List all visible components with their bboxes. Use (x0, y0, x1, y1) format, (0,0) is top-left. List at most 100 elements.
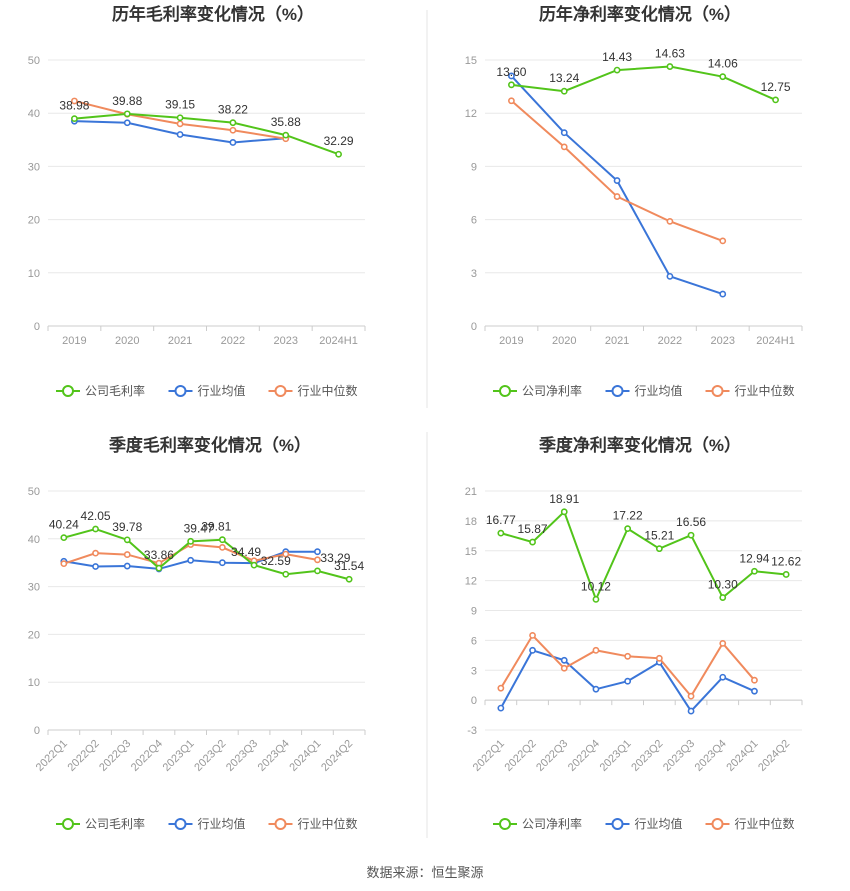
data-point (560, 143, 568, 151)
x-tick-label: 2022Q2 (502, 738, 538, 774)
data-point (613, 66, 621, 74)
x-tick-label: 2023Q4 (693, 738, 729, 774)
legend-label: 公司毛利率 (85, 816, 145, 831)
chart-title: 历年净利率变化情况（%） (539, 4, 741, 24)
y-tick-label: 9 (471, 161, 477, 173)
data-point (560, 656, 568, 664)
data-point (560, 129, 568, 137)
data-point (60, 560, 68, 568)
data-point (155, 564, 163, 572)
data-point (782, 571, 790, 578)
data-label: 13.24 (549, 71, 579, 85)
data-label: 10.30 (708, 578, 738, 592)
y-tick-label: 9 (471, 606, 477, 618)
data-point (719, 73, 727, 81)
x-tick-label: 2023Q1 (161, 738, 197, 774)
x-tick-label: 2020 (115, 335, 139, 347)
legend-item-company: 公司毛利率 (56, 383, 145, 398)
y-tick-label: 21 (465, 486, 477, 498)
data-point (123, 562, 131, 570)
data-label: 12.62 (771, 554, 801, 568)
data-point (719, 290, 727, 298)
data-label: 35.88 (271, 115, 301, 129)
legend-swatch-marker (611, 818, 624, 830)
data-label: 12.94 (739, 551, 769, 565)
y-tick-label: -3 (467, 725, 477, 737)
series-industry_avg (508, 72, 727, 298)
data-label: 38.22 (218, 103, 248, 117)
legend: 公司净利率 行业均值 行业中位数 (493, 816, 795, 831)
chart-4: 季度净利率变化情况（%）-30369121518212022Q12022Q220… (465, 435, 803, 831)
data-label: 12.75 (761, 80, 791, 94)
chart-2: 历年净利率变化情况（%） 0 3 6 9 12 15 2019 2020 2021 2022 2023… (465, 4, 803, 398)
y-tick-label: 10 (28, 268, 40, 280)
legend-label: 公司净利率 (522, 383, 582, 398)
data-label: 39.15 (165, 98, 195, 112)
x-tick-label: 2021 (605, 335, 629, 347)
series-industry_avg (497, 646, 758, 715)
data-point (71, 115, 78, 123)
y-tick-label: 3 (471, 268, 477, 280)
data-point (624, 677, 632, 685)
data-point (666, 272, 674, 280)
y-tick-label: 12 (465, 576, 477, 588)
y-tick-label: 6 (471, 215, 477, 227)
y-tick-label: 50 (28, 486, 40, 498)
series-line (500, 510, 787, 603)
data-point (123, 536, 131, 544)
x-tick-label: 2023 (274, 335, 298, 347)
data-point (218, 559, 226, 567)
legend-label: 行业中位数 (735, 816, 795, 831)
data-point (71, 97, 78, 105)
x-tick-label: 2019 (499, 335, 523, 347)
data-point (60, 534, 68, 542)
data-point (92, 525, 99, 533)
data-point (497, 529, 505, 537)
data-point (508, 72, 515, 80)
data-label: 39.78 (112, 520, 142, 534)
legend-label: 行业均值 (198, 816, 246, 831)
data-point (123, 119, 131, 127)
y-tick-label: 50 (28, 55, 40, 67)
x-tick-label: 2023Q1 (598, 738, 634, 774)
data-point (229, 126, 237, 134)
legend-label: 行业中位数 (298, 816, 358, 831)
data-label: 34.49 (231, 545, 261, 559)
legend: 公司净利率 行业均值 行业中位数 (493, 383, 795, 398)
x-tick-label: 2023 (711, 335, 735, 347)
data-point (687, 531, 695, 539)
data-label: 16.77 (486, 513, 516, 527)
x-tick-label: 2024Q2 (319, 738, 355, 774)
data-point (123, 551, 131, 558)
legend-swatch-marker (711, 818, 724, 830)
data-label: 32.29 (324, 134, 354, 148)
legend-label: 公司毛利率 (85, 383, 145, 398)
data-point (229, 119, 237, 127)
legend-swatch-marker (274, 818, 287, 830)
series-line (63, 527, 350, 581)
chart-title: 季度净利率变化情况（%） (539, 435, 741, 455)
legend-item-industry_avg: 行业均值 (168, 383, 246, 398)
data-point (666, 217, 674, 225)
series-company: 13.60 13.24 14.43 14.63 14.06 12.75 (496, 47, 791, 104)
legend-item-company: 公司净利率 (493, 383, 582, 398)
y-tick-label: 0 (34, 725, 40, 737)
legend: 公司毛利率 行业均值 行业中位数 (56, 383, 358, 398)
legend-label: 公司净利率 (522, 816, 582, 831)
legend-swatch-marker (62, 818, 74, 830)
x-tick-label: 2022Q1 (34, 738, 70, 774)
x-tick-label: 2023Q2 (192, 738, 228, 774)
data-point (751, 567, 758, 575)
data-point (123, 110, 131, 118)
legend-item-industry_median: 行业中位数 (705, 816, 795, 831)
legend-swatch-marker (611, 385, 624, 397)
data-label: 38.98 (59, 99, 89, 113)
data-point (719, 594, 727, 601)
data-point (592, 595, 600, 603)
legend-item-industry_median: 行业中位数 (268, 816, 358, 831)
data-label: 32.59 (261, 554, 291, 568)
data-label: 10.12 (581, 579, 611, 593)
x-tick-label: 2022Q3 (97, 738, 133, 774)
data-point (624, 652, 632, 660)
y-tick-label: 30 (28, 582, 40, 594)
